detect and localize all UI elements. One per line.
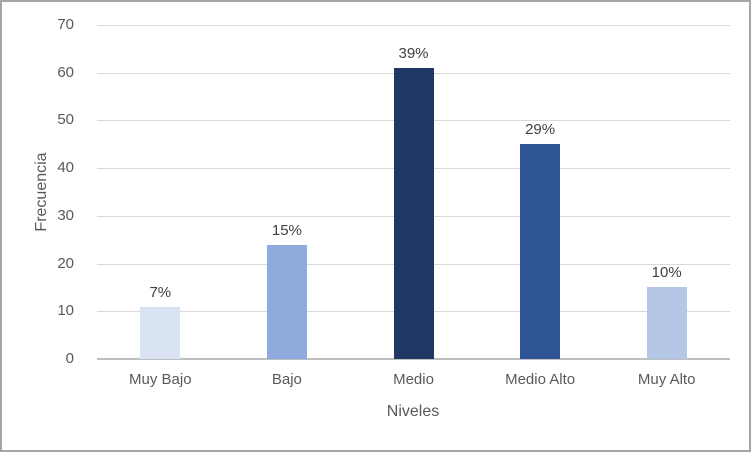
- x-category-label-medio: Medio: [393, 371, 434, 388]
- y-tick-label-60: 60: [57, 63, 74, 81]
- x-axis-title: Niveles: [386, 403, 440, 420]
- x-category-label-bajo: Bajo: [271, 371, 302, 388]
- data-label-muy-alto: 10%: [651, 264, 682, 282]
- plot-area: 7% 15% 39% 29% 10%: [97, 25, 730, 360]
- bar-muy-alto: [646, 287, 687, 359]
- y-tick-label-10: 10: [57, 302, 74, 320]
- bar-bajo: [266, 244, 307, 359]
- y-tick-label-40: 40: [57, 159, 74, 177]
- x-axis-line: [97, 358, 730, 360]
- x-category-label-muy-alto: Muy Alto: [637, 371, 696, 388]
- data-label-muy-bajo: 7%: [149, 283, 172, 301]
- y-tick-label-20: 20: [57, 254, 74, 272]
- y-tick-label-30: 30: [57, 206, 74, 224]
- y-tick-label-50: 50: [57, 111, 74, 129]
- bar-muy-bajo: [140, 306, 181, 359]
- data-label-medio: 39%: [398, 44, 429, 62]
- data-label-bajo: 15%: [271, 221, 302, 239]
- data-label-medio-alto: 29%: [525, 121, 556, 139]
- y-tick-label-0: 0: [65, 350, 74, 367]
- bar-medio: [393, 67, 434, 359]
- x-category-label-muy-bajo: Muy Bajo: [129, 371, 192, 388]
- x-category-label-medio-alto: Medio Alto: [505, 371, 576, 388]
- y-tick-label-70: 70: [57, 16, 74, 33]
- gridline-y-70: [97, 25, 730, 26]
- bar-medio-alto: [520, 144, 561, 359]
